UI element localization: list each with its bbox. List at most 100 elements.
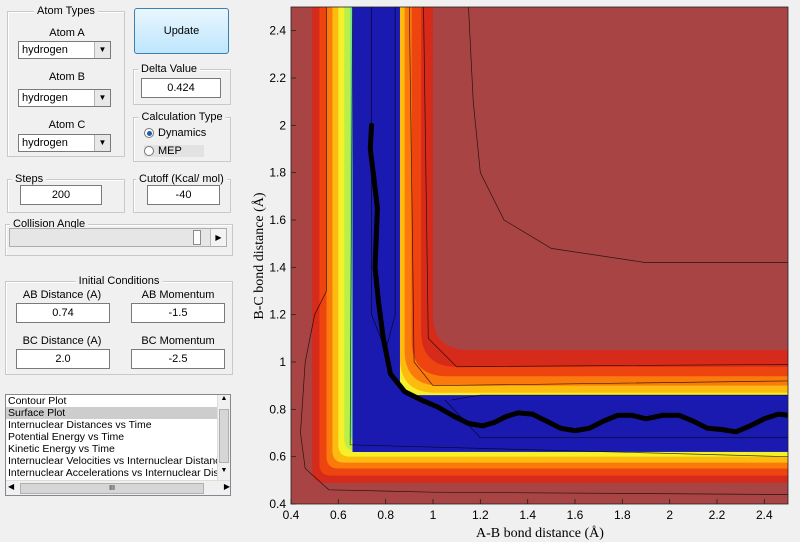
x-tick-label: 1.6 bbox=[567, 508, 584, 522]
y-tick-label: 1 bbox=[279, 355, 286, 369]
scroll-left-icon[interactable]: ◀ bbox=[8, 482, 15, 491]
delta-value-title: Delta Value bbox=[138, 63, 201, 75]
ab-momentum-field[interactable]: -1.5 bbox=[131, 303, 225, 323]
bc-distance-field[interactable]: 2.0 bbox=[16, 349, 110, 369]
plot-type-item[interactable]: Contour Plot bbox=[8, 395, 67, 407]
x-tick-label: 2.2 bbox=[709, 508, 726, 522]
cutoff-field[interactable]: -40 bbox=[147, 185, 220, 205]
y-tick-label: 1.2 bbox=[269, 308, 286, 322]
calc-type-title: Calculation Type bbox=[138, 111, 226, 123]
y-tick-label: 1.8 bbox=[269, 166, 286, 180]
steps-field[interactable]: 200 bbox=[20, 185, 102, 205]
atom-a-select[interactable]: hydrogen ▼ bbox=[18, 41, 111, 59]
contour-line bbox=[349, 7, 788, 458]
y-axis-label: B-C bond distance (Å) bbox=[251, 192, 267, 319]
slider-right-arrow[interactable]: ▶ bbox=[210, 229, 226, 246]
ab-momentum-label: AB Momentum bbox=[141, 289, 215, 301]
atom-a-value: hydrogen bbox=[22, 44, 68, 56]
x-tick-label: 2 bbox=[666, 508, 673, 522]
calc-type-panel: Calculation Type bbox=[133, 111, 231, 162]
delta-value-panel: Delta Value bbox=[133, 63, 231, 105]
potential-band bbox=[319, 7, 788, 476]
plot-type-item[interactable]: Surface Plot bbox=[6, 407, 220, 419]
bc-momentum-label: BC Momentum bbox=[141, 335, 215, 347]
ab-distance-field[interactable]: 0.74 bbox=[16, 303, 110, 323]
trajectory-line bbox=[367, 122, 788, 435]
potential-band bbox=[300, 7, 788, 495]
vertical-scrollbar[interactable]: ▲ ▼ bbox=[217, 395, 230, 481]
plot-type-item[interactable]: Kinetic Energy vs Time bbox=[8, 443, 115, 455]
atom-b-select[interactable]: hydrogen ▼ bbox=[18, 89, 111, 107]
y-tick-label: 1.6 bbox=[269, 213, 286, 227]
x-tick-label: 1.8 bbox=[614, 508, 631, 522]
hscroll-thumb[interactable]: III bbox=[20, 483, 204, 494]
bc-momentum-field[interactable]: -2.5 bbox=[131, 349, 225, 369]
atom-types-title: Atom Types bbox=[34, 5, 98, 17]
contour-line bbox=[468, 7, 788, 263]
collision-angle-panel: Collision Angle bbox=[5, 218, 233, 256]
potential-band bbox=[366, 7, 788, 450]
contour-line bbox=[451, 394, 788, 401]
potential-band bbox=[350, 7, 788, 445]
radio-dynamics[interactable]: Dynamics bbox=[144, 127, 206, 139]
plot-type-item[interactable]: Potential Energy vs Time bbox=[8, 431, 125, 443]
atom-a-label: Atom A bbox=[49, 27, 85, 39]
scroll-thumb[interactable] bbox=[219, 409, 229, 463]
delta-value-field[interactable]: 0.424 bbox=[141, 78, 221, 98]
plot-type-list[interactable]: Contour Plot Surface Plot Internuclear Dis… bbox=[5, 394, 231, 496]
slider-thumb[interactable] bbox=[193, 230, 201, 245]
y-tick-label: 0.4 bbox=[269, 497, 286, 511]
potential-band bbox=[338, 7, 788, 457]
scroll-down-icon[interactable]: ▼ bbox=[220, 467, 228, 474]
plot-type-item[interactable]: Internuclear Distances vs Time bbox=[8, 419, 152, 431]
potential-band bbox=[332, 7, 788, 463]
atom-b-label: Atom B bbox=[48, 71, 86, 83]
radio-indicator-off bbox=[144, 146, 154, 156]
radio-mep-label: MEP bbox=[158, 145, 182, 157]
contour-line bbox=[444, 399, 788, 439]
initial-conditions-panel: Initial Conditions bbox=[5, 275, 233, 375]
contour-line bbox=[423, 7, 788, 368]
potential-band bbox=[312, 7, 788, 483]
steps-title: Steps bbox=[12, 173, 47, 185]
x-tick-label: 0.6 bbox=[330, 508, 347, 522]
potential-band bbox=[344, 7, 788, 451]
radio-indicator-on bbox=[144, 128, 154, 138]
contour-line bbox=[408, 7, 788, 387]
y-tick-label: 2.2 bbox=[269, 71, 286, 85]
x-tick-label: 1.4 bbox=[519, 508, 536, 522]
cutoff-title: Cutoff (Kcal/ mol) bbox=[136, 173, 227, 185]
update-button[interactable]: Update bbox=[134, 8, 229, 54]
scroll-up-icon[interactable]: ▲ bbox=[220, 395, 228, 402]
x-axis-label: A-B bond distance (Å) bbox=[476, 525, 604, 541]
atom-types-panel: Atom Types bbox=[7, 5, 125, 157]
y-tick-label: 0.8 bbox=[269, 402, 286, 416]
contour-line bbox=[371, 7, 396, 352]
x-tick-label: 1 bbox=[430, 508, 437, 522]
x-tick-label: 2.4 bbox=[756, 508, 773, 522]
potential-band bbox=[357, 7, 788, 438]
x-tick-label: 1.2 bbox=[472, 508, 489, 522]
plot-type-item[interactable]: Internuclear Accelerations vs Internucle… bbox=[8, 467, 220, 479]
y-tick-label: 1.4 bbox=[269, 260, 286, 274]
potential-band bbox=[326, 7, 788, 469]
radio-dynamics-label: Dynamics bbox=[158, 127, 207, 139]
atom-b-value: hydrogen bbox=[22, 92, 68, 104]
plot-type-item[interactable]: Internuclear Velocities vs Internuclear … bbox=[8, 455, 220, 467]
chevron-down-icon[interactable]: ▼ bbox=[94, 42, 110, 58]
chevron-down-icon[interactable]: ▼ bbox=[94, 135, 110, 151]
horizontal-scrollbar[interactable]: ◀ III ▶ bbox=[6, 480, 230, 495]
collision-angle-title: Collision Angle bbox=[10, 218, 89, 230]
atom-c-select[interactable]: hydrogen ▼ bbox=[18, 134, 111, 152]
radio-mep[interactable]: MEP bbox=[144, 145, 204, 157]
atom-c-label: Atom C bbox=[48, 119, 86, 131]
plot-type-items: Contour Plot Surface Plot Internuclear Dis… bbox=[6, 395, 230, 491]
bc-distance-label: BC Distance (A) bbox=[22, 335, 102, 347]
initial-conditions-title: Initial Conditions bbox=[75, 275, 163, 287]
potential-band bbox=[376, 7, 788, 438]
chevron-down-icon[interactable]: ▼ bbox=[94, 90, 110, 106]
y-tick-label: 2.4 bbox=[269, 24, 286, 38]
scroll-right-icon[interactable]: ▶ bbox=[223, 482, 230, 491]
collision-angle-slider[interactable]: ▶ bbox=[9, 228, 227, 247]
potential-band bbox=[371, 7, 788, 431]
